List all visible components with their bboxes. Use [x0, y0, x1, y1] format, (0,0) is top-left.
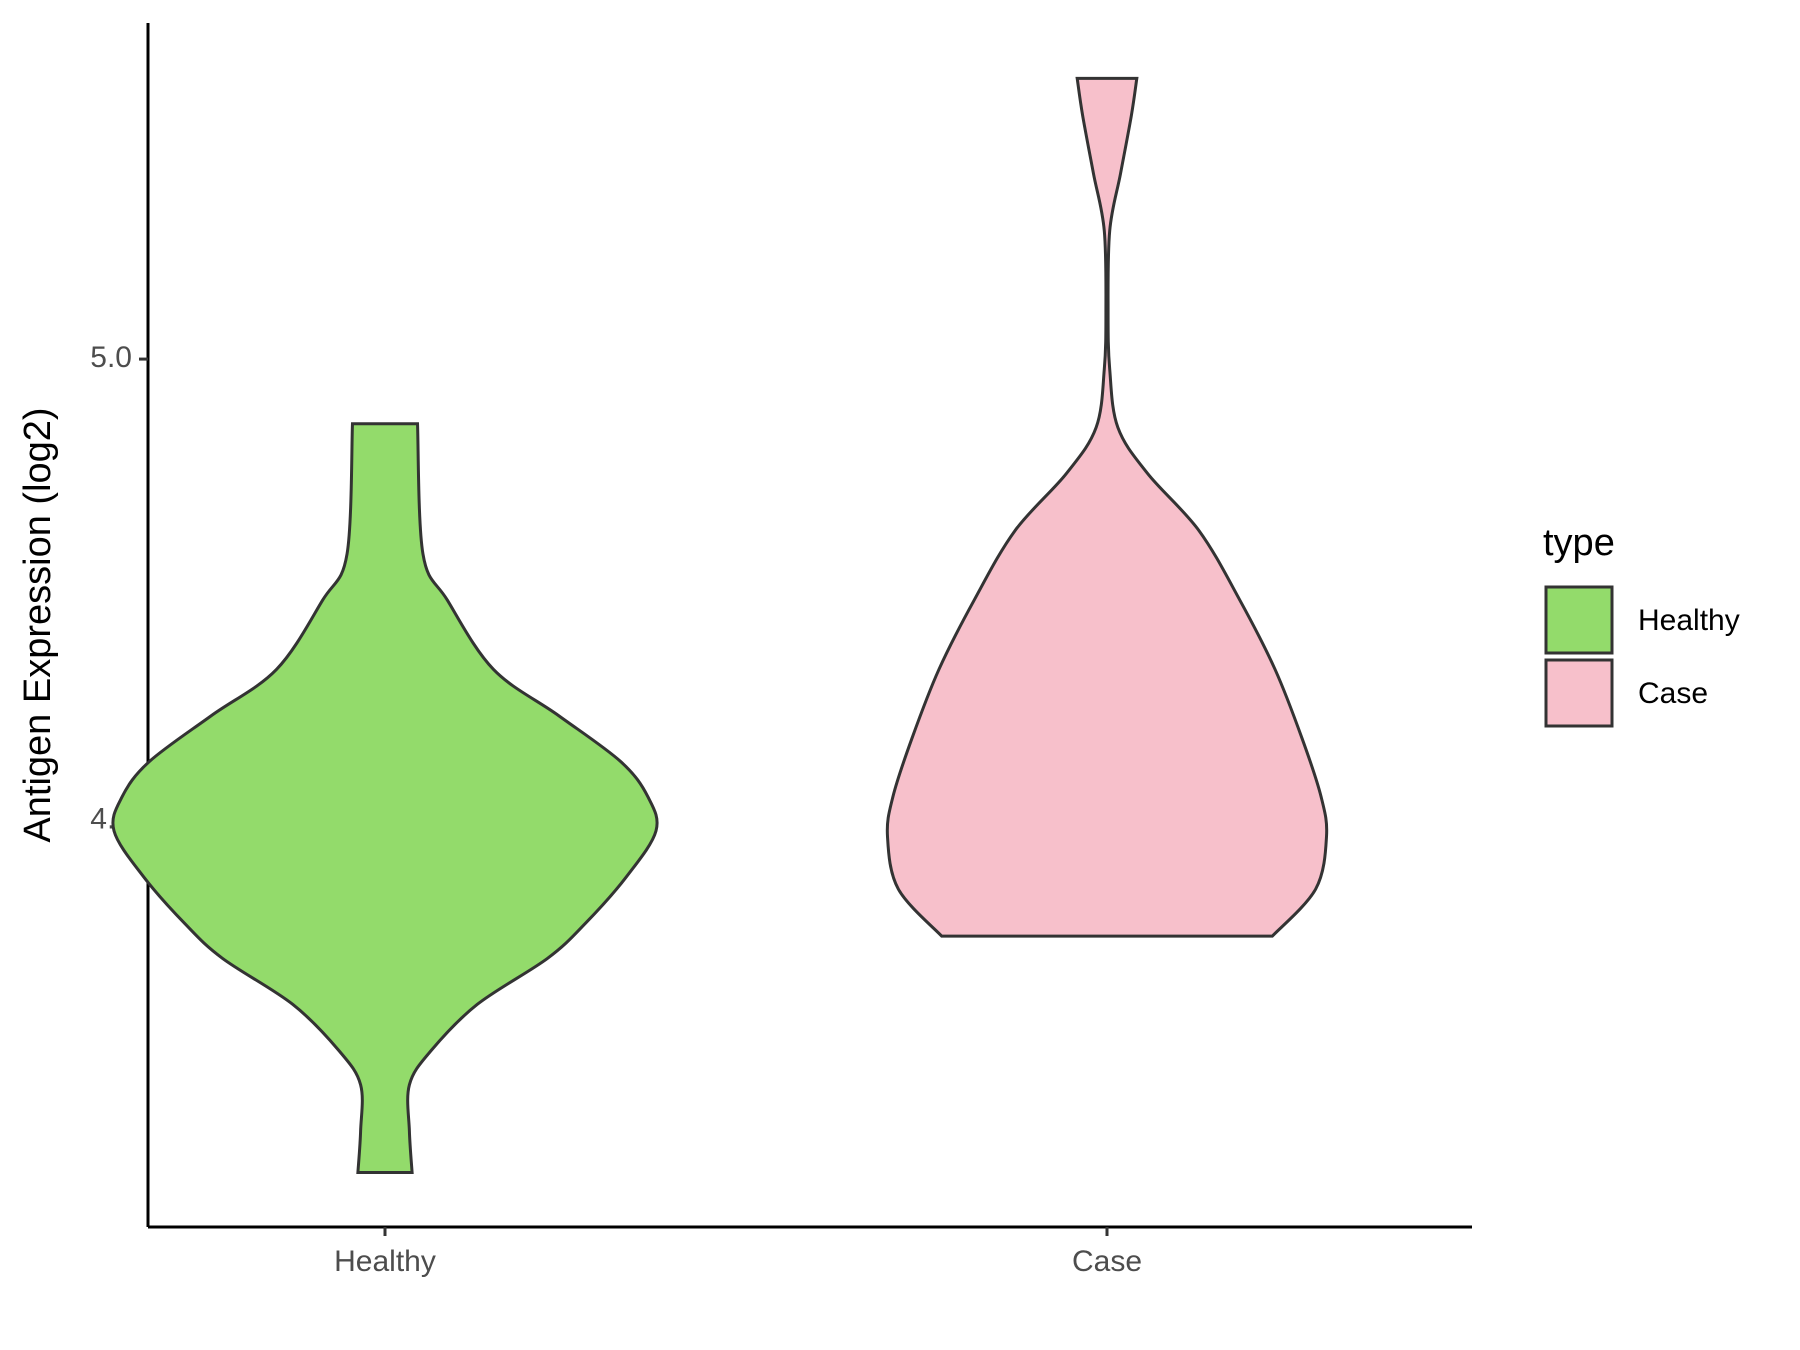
legend-title: type [1543, 522, 1615, 564]
y-tick-label: 5.0 [90, 341, 132, 374]
x-tick-label: Healthy [334, 1245, 436, 1278]
y-axis-label: Antigen Expression (log2) [17, 407, 59, 842]
x-tick-label: Case [1072, 1245, 1142, 1278]
legend-key [1544, 585, 1614, 655]
legend-key [1544, 658, 1614, 728]
legend-label: Case [1638, 677, 1708, 710]
violin [111, 422, 659, 1175]
legend-label: Healthy [1638, 604, 1740, 637]
violin [885, 76, 1329, 938]
